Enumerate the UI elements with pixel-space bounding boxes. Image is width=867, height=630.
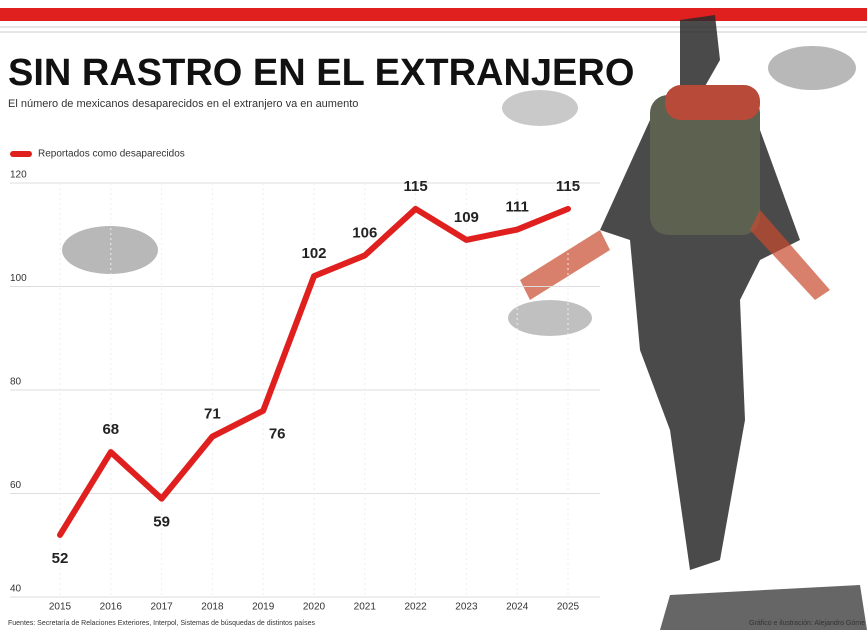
- x-tick-label: 2018: [201, 602, 224, 613]
- x-tick-label: 2015: [49, 602, 72, 613]
- x-tick-label: 2019: [252, 602, 275, 613]
- credit-note: Gráfico e ilustración: Alejandro Góme: [749, 620, 865, 627]
- data-label: 102: [301, 245, 326, 262]
- y-tick-label: 40: [10, 584, 22, 595]
- data-label: 76: [269, 426, 286, 443]
- y-tick-label: 80: [10, 377, 22, 388]
- y-tick-label: 120: [10, 170, 27, 181]
- source-note: Fuentes: Secretaría de Relaciones Exteri…: [8, 620, 316, 627]
- data-label: 109: [454, 209, 479, 226]
- x-tick-label: 2016: [100, 602, 123, 613]
- y-tick-label: 100: [10, 273, 27, 284]
- data-label: 59: [153, 514, 170, 531]
- x-tick-label: 2022: [404, 602, 427, 613]
- chart-subtitle: El número de mexicanos desaparecidos en …: [8, 98, 358, 110]
- x-tick-label: 2017: [150, 602, 173, 613]
- chart-title: SIN RASTRO EN EL EXTRANJERO: [8, 52, 634, 94]
- x-tick-label: 2025: [557, 602, 580, 613]
- x-tick-label: 2024: [506, 602, 529, 613]
- data-label: 52: [52, 550, 69, 567]
- top-bar: [0, 8, 867, 21]
- legend-label: Reportados como desaparecidos: [38, 149, 185, 160]
- data-label: 115: [403, 178, 427, 195]
- illustration: [62, 15, 867, 630]
- y-tick-label: 60: [10, 480, 22, 491]
- legend-swatch: [10, 151, 32, 157]
- x-tick-label: 2020: [303, 602, 326, 613]
- data-label: 111: [506, 199, 529, 216]
- x-tick-label: 2021: [354, 602, 377, 613]
- data-label: 106: [352, 224, 377, 241]
- data-label: 115: [556, 178, 580, 195]
- data-label: 71: [204, 406, 221, 423]
- x-tick-label: 2023: [455, 602, 478, 613]
- line: [57, 205, 571, 538]
- data-label: 68: [102, 421, 119, 438]
